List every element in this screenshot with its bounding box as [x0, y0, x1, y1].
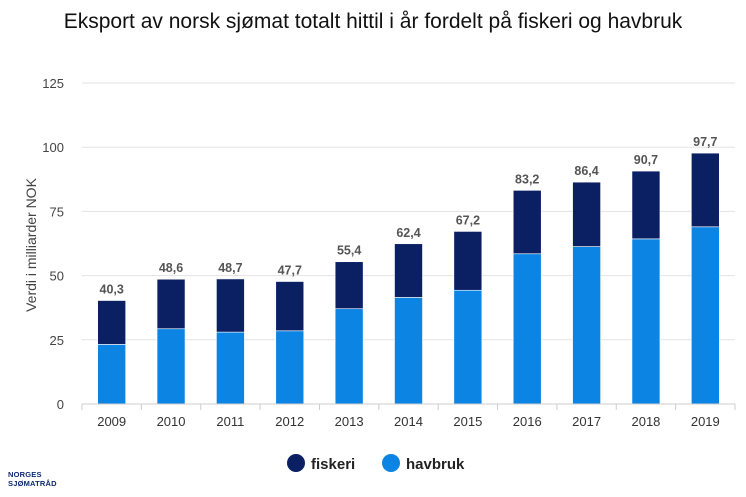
chart-title: Eksport av norsk sjømat totalt hittil i …: [63, 10, 683, 33]
legend-marker-havbruk: [382, 454, 400, 472]
y-axis-ticks: 0 25 50 75 100 125: [42, 76, 64, 412]
legend-marker-fiskeri: [287, 454, 305, 472]
x-tick-label-2010: 2010: [157, 414, 186, 429]
bar-fiskeri-2016: [512, 190, 542, 255]
x-tick-label-2016: 2016: [513, 414, 542, 429]
total-label-2015: 67,2: [456, 213, 480, 227]
legend: fiskeri havbruk: [287, 454, 465, 473]
bar-fiskeri-2014: [394, 243, 423, 298]
bar-havbruk-2012: [275, 330, 305, 405]
logo-line-2: SJØMATRÅD: [8, 479, 57, 488]
bar-havbruk-2010: [156, 328, 186, 405]
y-tick-label: 0: [57, 397, 64, 412]
bar-havbruk-2017: [572, 246, 601, 405]
bar-fiskeri-2013: [334, 261, 364, 310]
total-label-2017: 86,4: [574, 164, 598, 178]
y-tick-label: 25: [50, 333, 64, 348]
total-label-2011: 48,7: [218, 261, 242, 275]
total-label-2012: 47,7: [278, 264, 302, 278]
bars: [97, 152, 720, 405]
x-tick-label-2017: 2017: [572, 414, 601, 429]
bar-havbruk-2018: [631, 238, 661, 405]
total-label-2018: 90,7: [634, 153, 658, 167]
x-tick-label-2009: 2009: [97, 414, 126, 429]
bar-havbruk-2013: [334, 308, 364, 405]
total-label-2016: 83,2: [515, 172, 539, 186]
bar-fiskeri-2015: [453, 231, 483, 291]
bar-havbruk-2019: [691, 226, 720, 405]
bar-havbruk-2015: [453, 289, 483, 405]
legend-label-fiskeri: fiskeri: [311, 456, 355, 473]
bar-havbruk-2014: [394, 297, 423, 405]
bar-fiskeri-2012: [275, 281, 305, 332]
total-label-2014: 62,4: [396, 226, 420, 240]
total-label-2013: 55,4: [337, 244, 361, 258]
y-tick-label: 125: [42, 76, 64, 91]
bar-havbruk-2011: [216, 331, 245, 405]
y-tick-label: 100: [42, 140, 64, 155]
x-tick-label-2012: 2012: [275, 414, 304, 429]
bar-fiskeri-2010: [156, 278, 186, 330]
total-label-2010: 48,6: [159, 261, 183, 275]
y-axis-label: Verdi i milliarder NOK: [23, 177, 39, 311]
x-tick-label-2018: 2018: [631, 414, 660, 429]
x-tick-label-2015: 2015: [453, 414, 482, 429]
x-axis: 2009 2010 2011 2012 2013 2014 2015 2016 2017 2018…: [81, 403, 736, 429]
total-label-2009: 40,3: [100, 283, 124, 297]
total-label-2019: 97,7: [693, 135, 717, 149]
legend-label-havbruk: havbruk: [406, 456, 465, 473]
bar-havbruk-2016: [512, 253, 542, 405]
y-tick-label: 75: [50, 204, 64, 219]
logo-line-1: NORGES: [8, 470, 42, 479]
bar-fiskeri-2018: [631, 170, 661, 240]
bar-fiskeri-2017: [572, 181, 601, 247]
x-tick-label-2011: 2011: [216, 414, 244, 429]
bar-fiskeri-2009: [97, 300, 126, 345]
norges-sjomatrad-logo: NORGES SJØMATRÅD: [8, 470, 57, 488]
x-tick-label-2014: 2014: [394, 414, 423, 429]
x-tick-label-2013: 2013: [335, 414, 364, 429]
bar-fiskeri-2011: [216, 278, 245, 333]
y-tick-label: 50: [50, 269, 64, 284]
total-labels: 40,3 48,6 48,7 47,7 55,4 62,4 67,2 83,2 86,4 90,7…: [100, 135, 718, 296]
bar-havbruk-2009: [97, 344, 126, 405]
bar-fiskeri-2019: [691, 152, 720, 228]
x-tick-label-2019: 2019: [691, 414, 720, 429]
